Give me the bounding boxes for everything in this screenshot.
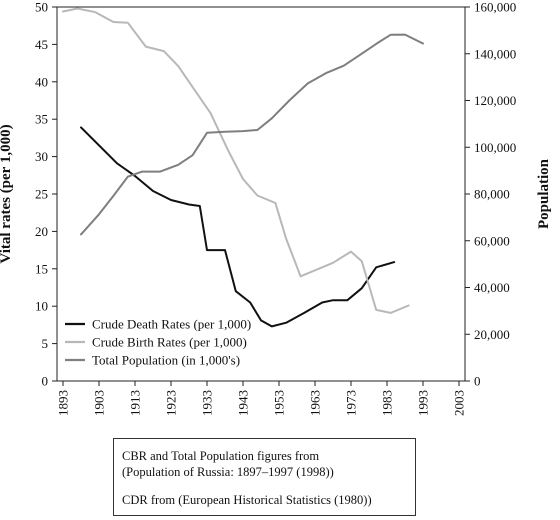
right-tick-label: 120,000 — [474, 93, 516, 108]
left-y-axis: 0 5 10 15 20 25 30 35 40 45 50 — [35, 0, 57, 389]
left-tick-label: 45 — [35, 37, 48, 52]
left-tick-label: 35 — [35, 112, 48, 127]
right-tick-label: 40,000 — [474, 280, 510, 295]
source-note-line-1: CBR and Total Population figures from — [122, 449, 320, 463]
x-tick-label: 1913 — [128, 390, 143, 416]
left-tick-label: 15 — [35, 261, 48, 276]
left-tick-label: 50 — [35, 0, 48, 15]
x-tick-label: 1973 — [344, 390, 359, 416]
x-axis: 1893 1903 1913 1923 1933 1943 1953 1963 1973 1983… — [56, 381, 467, 416]
right-tick-label: 0 — [474, 374, 481, 389]
right-tick-label: 80,000 — [474, 187, 510, 202]
legend: Crude Death Rates (per 1,000) Crude Birth… — [65, 317, 251, 368]
series-line-total-population-in-1-000-s — [80, 33, 424, 236]
series-line-crude-birth-rates-per-1-000 — [62, 7, 410, 314]
right-tick-label: 140,000 — [474, 46, 516, 61]
x-tick-label: 1903 — [92, 390, 107, 416]
right-tick-label: 160,000 — [474, 0, 516, 15]
right-tick-label: 60,000 — [474, 233, 510, 248]
x-tick-label: 1943 — [236, 390, 251, 416]
source-note-line-2: (Population of Russia: 1897–1997 (1998)) — [122, 465, 334, 479]
legend-label: Crude Birth Rates (per 1,000) — [92, 335, 247, 350]
left-tick-label: 40 — [35, 74, 48, 89]
left-tick-label: 25 — [35, 187, 48, 202]
left-tick-label: 0 — [42, 374, 49, 389]
x-tick-label: 1953 — [272, 390, 287, 416]
legend-label: Crude Death Rates (per 1,000) — [92, 317, 251, 332]
x-tick-label: 1933 — [200, 390, 215, 416]
x-tick-label: 1923 — [164, 390, 179, 416]
x-tick-label: 2003 — [452, 390, 467, 416]
vital-rates-chart: 0 5 10 15 20 25 30 35 40 45 50 0 20,000 40,000 60,000… — [0, 0, 552, 416]
x-tick-label: 1963 — [308, 390, 323, 416]
right-y-axis: 0 20,000 40,000 60,000 80,000 100,000 120,000 1… — [465, 0, 516, 389]
source-note-line-3: CDR from (European Historical Statistics… — [122, 493, 372, 507]
left-tick-label: 30 — [35, 149, 48, 164]
source-note-spacer — [122, 480, 405, 492]
left-tick-label: 5 — [42, 336, 49, 351]
left-tick-label: 10 — [35, 299, 48, 314]
right-axis-title: Population — [536, 158, 552, 229]
x-tick-label: 1983 — [380, 390, 395, 416]
x-tick-label: 1993 — [416, 390, 431, 416]
left-axis-title: Vital rates (per 1,000) — [0, 124, 14, 263]
source-note: CBR and Total Population figures from (P… — [113, 438, 416, 516]
x-tick-label: 1893 — [56, 390, 71, 416]
legend-label: Total Population (in 1,000's) — [92, 353, 240, 368]
right-tick-label: 100,000 — [474, 140, 516, 155]
left-tick-label: 20 — [35, 224, 48, 239]
series-layer — [62, 7, 424, 328]
right-tick-label: 20,000 — [474, 327, 510, 342]
series-line-crude-death-rates-per-1-000 — [80, 126, 396, 328]
